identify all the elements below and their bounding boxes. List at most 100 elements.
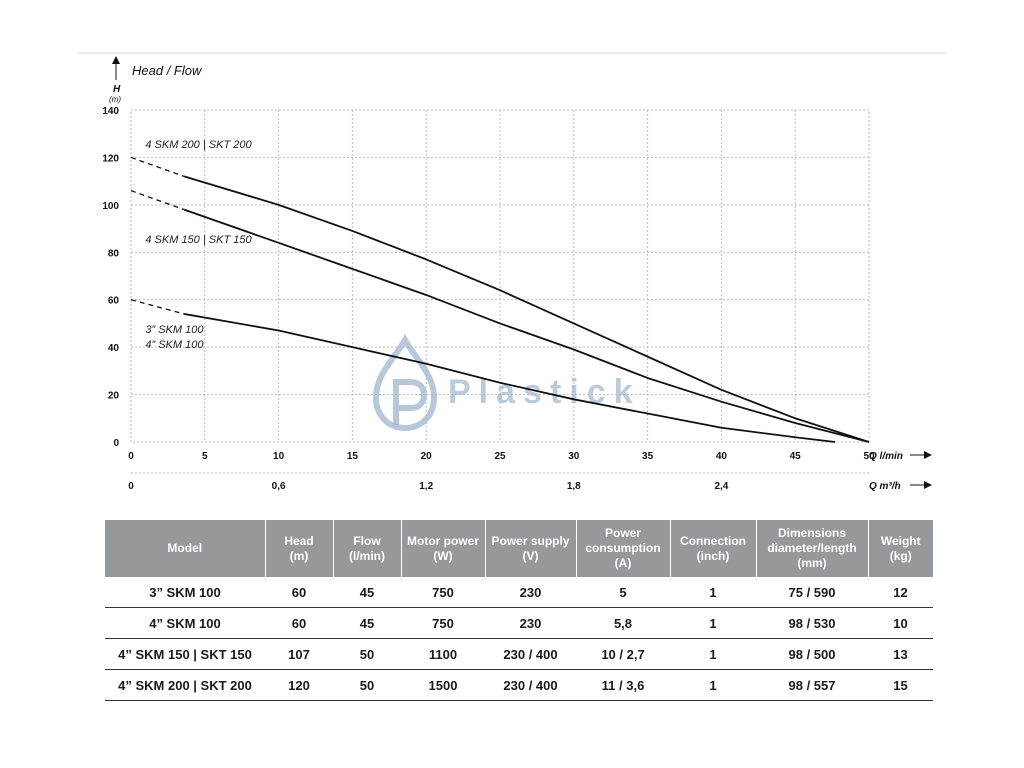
top-divider [78,52,946,54]
series-2-label: 3” SKM 100 [145,324,204,336]
x-tick-label: 5 [202,451,208,462]
x2-tick-label: 1,2 [419,481,433,492]
column-header: Power consumption (A) [576,520,671,577]
table-row: 4” SKM 100 60 45 750 230 5,8 1 98 / 530 10 [105,607,933,639]
table-cell: 1 [670,669,756,701]
x2-axis-arrow-icon [924,481,932,489]
y-tick-label: 20 [108,391,120,402]
model-cell: 3” SKM 100 [105,577,265,608]
table-cell: 750 [401,607,485,639]
y-axis-unit: (m) [109,95,121,104]
chart-axes: Head / Flow H(m) 0 20 40 60 80 100 120 140 0 5 10 15 2… [102,56,932,492]
table-cell: 45 [333,577,401,608]
x-tick-label: 10 [273,451,285,462]
chart-curves [130,156,870,443]
column-header-line: Power supply [491,533,570,548]
series-0-label: 4 SKM 200 | SKT 200 [145,139,252,151]
column-header-line: (l/min) [349,548,385,563]
y-axis-arrow-icon [112,56,120,64]
column-header-line: Connection [680,533,746,548]
column-header-line: (mm) [797,556,827,570]
column-header: Model [105,520,266,577]
table-cell: 98 / 500 [756,638,868,670]
column-header-line: diameter/length [767,541,857,555]
chart-labels: 4 SKM 200 | SKT 200 4 SKM 150 | SKT 150 3”… [145,139,252,351]
series-2-line [183,313,836,443]
table-row: 3” SKM 100 60 45 750 230 5 1 75 / 590 12 [105,577,933,608]
table-row: 4” SKM 200 | SKT 200 120 50 1500 230 / 400 11… [105,669,933,701]
table-cell: 15 [868,669,933,701]
column-header-line: (A) [614,556,632,570]
watermark-drop-icon [372,333,438,432]
x-tick-label: 15 [347,451,359,462]
column-header: Connection (inch) [670,520,757,577]
column-header: Power supply (V) [485,520,577,577]
series-2-dashed-segment [130,299,185,315]
model-cell: 4” SKM 100 [105,607,265,639]
table-cell: 5 [576,577,670,608]
table-cell: 60 [265,607,333,639]
x-tick-label: 50 [863,451,875,462]
x-axis-label: Q l/min [869,451,903,462]
table-cell: 11 / 3,6 [576,669,670,701]
chart-grid [130,109,870,443]
table-body: 3” SKM 100 60 45 750 230 5 1 75 / 590 12 4” SKM 1… [105,577,933,701]
table-cell: 98 / 557 [756,669,868,701]
head-flow-chart: Plastick Head / FlowH(m)0204060801001201… [102,56,932,492]
table-cell: 230 / 400 [485,638,576,670]
table-cell: 60 [265,577,333,608]
y-axis-label: H [113,84,121,95]
table-cell: 120 [265,669,333,701]
x-tick-label: 40 [716,451,728,462]
column-header-line: Dimensions [777,526,846,540]
table-header-row: Model Head (m) Flow (l/min) Motor power (W) Pow… [105,520,933,577]
table-cell: 1 [670,577,756,608]
column-header: Dimensions diameter/length (mm) [756,520,869,577]
y-tick-label: 0 [113,438,119,449]
column-header-line: Motor power [407,533,479,548]
column-header-line: (m) [289,548,309,563]
x2-tick-label: 0,6 [272,481,286,492]
table-cell: 1500 [401,669,485,701]
model-cell: 4” SKM 150 | SKT 150 [105,638,265,670]
table-cell: 13 [868,638,933,670]
column-header-line: (V) [522,548,539,563]
column-header: Flow (l/min) [333,520,402,577]
table-cell: 5,8 [576,607,670,639]
column-header-line: Head [284,533,314,548]
x-tick-label: 45 [790,451,802,462]
column-header: Weight (kg) [868,520,933,577]
x-tick-label: 0 [128,451,134,462]
column-header-line: (W) [433,548,453,563]
series-1-line [183,208,870,443]
y-tick-label: 120 [102,153,119,164]
table-cell: 45 [333,607,401,639]
table-cell: 50 [333,669,401,701]
column-header: Head (m) [265,520,334,577]
table-cell: 10 [868,607,933,639]
x-tick-label: 30 [568,451,580,462]
series-0-line [183,175,870,443]
series-1-dashed-segment [130,190,185,211]
specification-table: Model Head (m) Flow (l/min) Motor power (W) Pow… [105,520,933,701]
table-cell: 12 [868,577,933,608]
y-tick-label: 40 [108,343,120,354]
x2-tick-label: 1,8 [567,481,581,492]
table-cell: 1 [670,607,756,639]
y-tick-label: 80 [108,248,120,259]
table-cell: 10 / 2,7 [576,638,670,670]
column-header-line: Model [167,541,203,555]
column-header-line: Weight [880,533,921,548]
series-1-label: 4 SKM 150 | SKT 150 [145,234,252,246]
column-header-line: consumption [585,541,661,555]
series-2-label: 4” SKM 100 [145,339,204,351]
table-cell: 1 [670,638,756,670]
table-cell: 1100 [401,638,485,670]
x2-tick-label: 0 [128,481,134,492]
y-tick-label: 60 [108,296,120,307]
table-cell: 230 [485,577,576,608]
x-tick-label: 35 [642,451,654,462]
x-tick-label: 20 [421,451,433,462]
series-0-dashed-segment [130,156,185,178]
x2-tick-label: 2,4 [714,481,728,492]
